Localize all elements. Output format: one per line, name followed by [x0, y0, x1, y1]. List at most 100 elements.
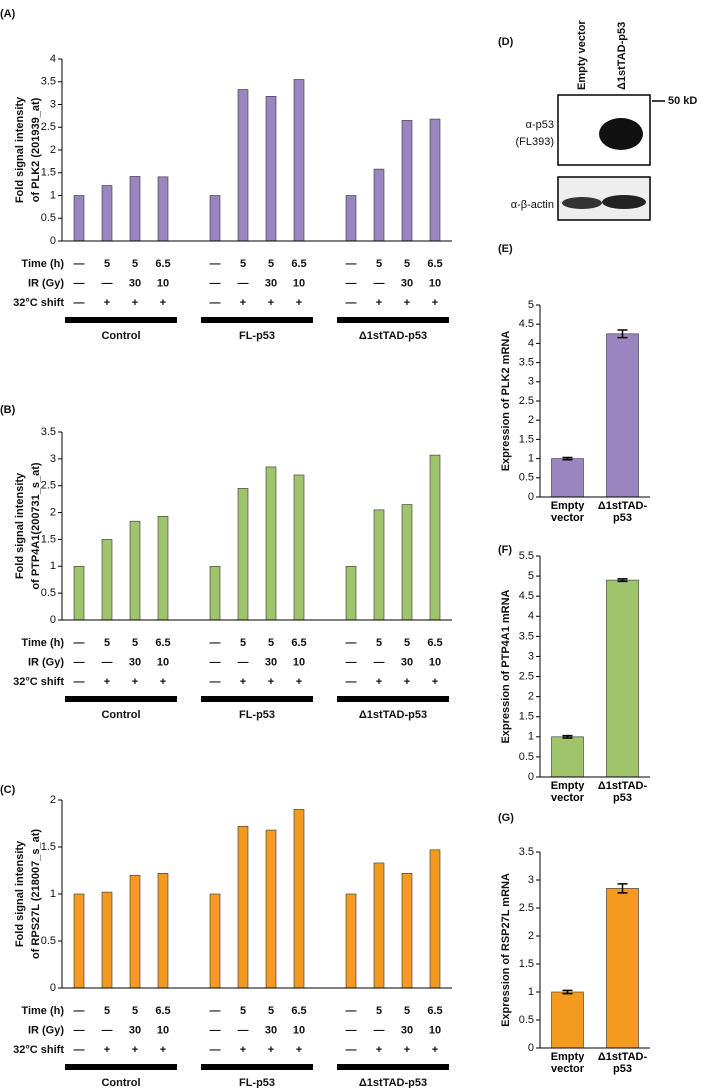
row-entry: +: [132, 1044, 138, 1056]
row-label: IR (Gy): [28, 656, 64, 668]
row-entry: +: [104, 676, 110, 688]
row-entry: +: [376, 1044, 382, 1056]
row-entry: 30: [265, 1024, 277, 1036]
row-entry: —: [346, 656, 357, 668]
bar: [209, 893, 221, 989]
y-tick-label: 1.5: [41, 533, 56, 545]
x-tick-label: Empty vector: [550, 500, 585, 524]
x-tick-label: Δ1stTAD-p53: [597, 500, 648, 524]
y-tick-label: 0.5: [41, 212, 56, 224]
row-label: 32°C shift: [13, 297, 64, 309]
y-tick-label: 1: [50, 888, 56, 900]
bar: [345, 893, 357, 989]
bar: [429, 118, 441, 242]
row-entry: —: [210, 1005, 221, 1017]
row-entry: 5: [132, 258, 138, 270]
antibody-label: α-p53: [526, 119, 554, 131]
row-entry: 5: [376, 637, 382, 649]
y-axis-label: Expression of RSP27L mRNA: [500, 873, 512, 1027]
bar: [157, 873, 169, 989]
row-label: IR (Gy): [28, 277, 64, 289]
antibody-label: α-β-actin: [511, 199, 554, 211]
row-entry: 30: [265, 656, 277, 668]
error-bar: [562, 989, 573, 995]
bar: [429, 849, 441, 989]
y-tick-label: 1.5: [519, 958, 534, 970]
row-entry: +: [160, 1044, 166, 1056]
row-entry: +: [296, 676, 302, 688]
x-label-box: Δ1stTAD-p53: [598, 780, 647, 804]
y-axis-label: of PTP4A1(200731_s_at): [30, 462, 42, 590]
x-label-box: Empty vector: [551, 1051, 585, 1075]
row-entry: 5: [376, 1005, 382, 1017]
row-entry: —: [210, 258, 221, 270]
row-entry: +: [104, 297, 110, 309]
y-tick-label: 1: [50, 189, 56, 201]
row-entry: —: [74, 676, 85, 688]
row-entry: +: [376, 297, 382, 309]
row-entry: 6.5: [427, 637, 442, 649]
row-entry: —: [210, 297, 221, 309]
group-bar: [65, 696, 177, 702]
row-entry: —: [74, 277, 85, 289]
x-label-box: Δ1stTAD-p53: [597, 500, 648, 524]
bar: [345, 565, 357, 621]
y-tick-label: 3.5: [41, 426, 56, 438]
bar: [345, 195, 357, 242]
row-entry: 5: [240, 637, 246, 649]
bar: [606, 888, 639, 1049]
y-tick-label: 3: [50, 98, 56, 110]
bar: [101, 891, 113, 989]
row-entry: 30: [401, 1024, 413, 1036]
y-tick-label: 5: [528, 299, 534, 311]
bar: [237, 488, 249, 621]
row-entry: +: [240, 676, 246, 688]
y-tick-label: 3.5: [41, 76, 56, 88]
row-entry: 5: [268, 258, 274, 270]
y-tick-label: 2: [50, 144, 56, 156]
row-entry: +: [268, 297, 274, 309]
bar: [209, 195, 221, 242]
panel-label: (D): [498, 36, 514, 48]
y-tick-label: 2: [528, 691, 534, 703]
y-tick-label: 3.5: [519, 630, 534, 642]
group-label: Control: [101, 709, 140, 721]
row-entry: 10: [293, 656, 305, 668]
row-entry: 30: [265, 277, 277, 289]
row-entry: 10: [157, 1024, 169, 1036]
row-entry: —: [102, 277, 113, 289]
group-label: Δ1stTAD-p53: [359, 709, 427, 721]
bar: [551, 736, 584, 778]
y-tick-label: 2: [50, 506, 56, 518]
row-entry: 6.5: [291, 258, 306, 270]
row-label: IR (Gy): [28, 1024, 64, 1036]
bar: [265, 829, 277, 989]
y-tick-label: 0: [50, 235, 56, 247]
row-entry: 5: [104, 637, 110, 649]
row-entry: 5: [376, 258, 382, 270]
row-entry: 5: [132, 1005, 138, 1017]
x-tick-label: Δ1stTAD-p53: [597, 1051, 648, 1075]
row-entry: —: [74, 297, 85, 309]
row-entry: —: [374, 656, 385, 668]
bar: [293, 474, 305, 621]
row-entry: 6.5: [155, 1005, 170, 1017]
row-entry: 6.5: [291, 637, 306, 649]
group-bar: [201, 696, 313, 702]
row-entry: 6.5: [427, 258, 442, 270]
y-tick-label: 0.5: [519, 751, 534, 763]
blot-band: [599, 118, 643, 150]
y-tick-label: 2.5: [519, 395, 534, 407]
bar: [101, 185, 113, 242]
row-entry: 5: [132, 637, 138, 649]
group-bar: [65, 317, 177, 323]
error-bar: [562, 456, 573, 461]
bar: [551, 991, 584, 1049]
row-entry: 10: [429, 277, 441, 289]
blot-band: [602, 195, 646, 209]
y-tick-label: 1.5: [41, 841, 56, 853]
x-label-box: Empty vector: [551, 780, 585, 804]
row-entry: +: [404, 1044, 410, 1056]
